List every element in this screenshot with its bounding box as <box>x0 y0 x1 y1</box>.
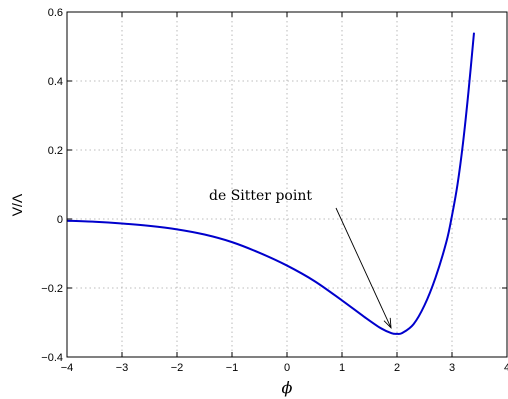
series-line <box>66 32 475 335</box>
y-axis-label: V/Λ <box>9 193 25 216</box>
y-tick-label: −0.2 <box>41 283 63 295</box>
x-tick-label: −1 <box>226 362 239 374</box>
arrow-head <box>383 317 392 330</box>
x-tick-label: −3 <box>116 362 129 374</box>
grid-lines <box>66 11 508 358</box>
x-tick-label: 4 <box>504 362 508 374</box>
y-tick-label: 0.2 <box>48 145 63 157</box>
tick-labels: −4 −3 −2 −1 0 1 2 3 4 −0.4 −0.2 0 0.2 0.4 0.6 <box>41 7 508 374</box>
x-tick-label: 2 <box>394 362 400 374</box>
x-axis-label: ϕ <box>282 378 293 397</box>
x-tick-label: 3 <box>449 362 455 374</box>
x-tick-label: −4 <box>61 362 74 374</box>
x-tick-label: 1 <box>339 362 345 374</box>
tick-marks <box>66 11 508 358</box>
annotation-text: de Sitter point <box>209 188 312 204</box>
y-tick-label: 0 <box>57 214 63 226</box>
x-tick-label: 0 <box>284 362 290 374</box>
y-tick-label: −0.4 <box>41 352 63 364</box>
arrow-shaft <box>335 207 392 329</box>
series-layer <box>66 32 475 335</box>
annotation-arrow <box>335 207 392 330</box>
x-tick-label: −2 <box>171 362 184 374</box>
y-tick-label: 0.4 <box>48 76 63 88</box>
y-tick-label: 0.6 <box>48 7 63 19</box>
